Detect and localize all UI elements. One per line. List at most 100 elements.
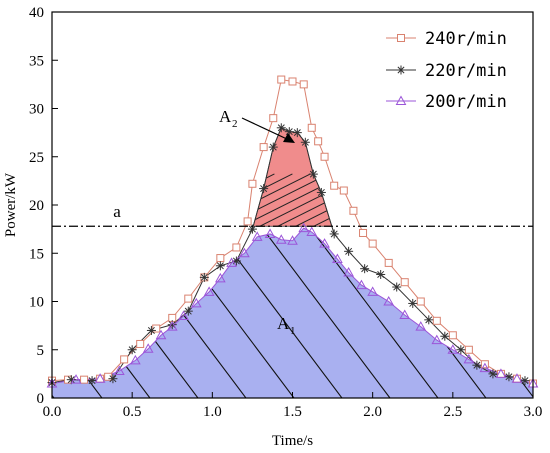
hatch-line [52, 228, 181, 398]
data-point [479, 362, 491, 373]
data-point [511, 373, 523, 383]
data-point [330, 181, 339, 190]
data-point [268, 142, 278, 152]
data-point [320, 152, 329, 161]
data-point [332, 253, 343, 264]
data-point [70, 374, 82, 384]
x-tick-label: 3.0 [524, 404, 543, 420]
hatch-line [253, 173, 257, 227]
hatch-line [406, 174, 526, 234]
axes [51, 11, 534, 399]
hatch-line [253, 173, 329, 227]
data-point [248, 179, 257, 188]
data-point [66, 375, 76, 385]
data-point [259, 184, 269, 194]
data-point [504, 372, 514, 382]
data-point [298, 222, 310, 233]
data-point [94, 373, 106, 383]
data-point [448, 331, 457, 340]
hatch-line [496, 174, 550, 234]
data-point [288, 77, 297, 86]
hatch-line [99, 228, 421, 398]
data-point [155, 329, 167, 340]
region-a2-label: A [219, 107, 232, 126]
data-point [80, 375, 89, 384]
data-point [488, 369, 498, 379]
data-point [343, 267, 354, 277]
y-tick-label: 30 [29, 102, 44, 118]
hatch-line [52, 228, 277, 398]
data-point [339, 186, 348, 195]
data-point [456, 345, 466, 355]
threshold-label: a [113, 202, 121, 221]
data-point [307, 123, 316, 132]
legend-label-2: 200r/min [425, 92, 507, 112]
data-point [259, 143, 268, 152]
x-tick-label: 1.5 [283, 404, 302, 420]
legend-marker-1 [396, 65, 406, 75]
data-point [408, 298, 418, 308]
data-point [392, 282, 402, 292]
hatch-line [253, 173, 293, 227]
data-point [360, 264, 370, 274]
hatch-line [253, 173, 332, 227]
data-point [183, 306, 193, 316]
data-point [130, 354, 141, 365]
data-point [251, 231, 263, 241]
data-point [440, 331, 450, 341]
data-point [367, 286, 379, 296]
x-tick-label: 2.5 [443, 404, 462, 420]
data-point [300, 137, 310, 147]
data-point [399, 309, 411, 320]
data-point [87, 376, 97, 386]
data-point [415, 321, 427, 331]
hatch-a2 [253, 173, 550, 234]
legend-marker-2 [395, 95, 407, 105]
legend-label-0: 240r/min [425, 29, 507, 49]
data-point [432, 316, 441, 325]
x-tick-label: 0.0 [43, 404, 62, 420]
data-point [214, 272, 226, 283]
x-tick-label: 0.5 [123, 404, 142, 420]
region-a2-subscript: 2 [232, 118, 238, 130]
hatch-line [298, 173, 332, 227]
data-point [108, 374, 118, 384]
hatch-line [334, 174, 454, 234]
data-point [316, 187, 326, 197]
data-point [463, 353, 475, 364]
hatch-line [253, 173, 311, 227]
hatch-line [147, 228, 469, 398]
data-point [416, 297, 425, 306]
y-tick-label: 25 [29, 150, 44, 166]
data-point [166, 321, 178, 331]
data-point [308, 169, 318, 179]
y-axis-title: Power/kW [3, 172, 19, 237]
y-tick-label: 40 [29, 5, 44, 21]
data-point [287, 235, 298, 245]
series-line-2 [51, 227, 534, 385]
data-point [120, 355, 129, 364]
hatch-line [370, 174, 490, 234]
y-tick-label: 35 [29, 53, 44, 69]
hatch-line [280, 173, 332, 227]
data-point [464, 345, 473, 354]
hatch-line [388, 174, 508, 234]
data-point [275, 234, 287, 244]
markers-layer [46, 75, 539, 388]
legend-label-1: 220r/min [425, 61, 507, 81]
hatch-line [52, 228, 325, 398]
data-point [384, 258, 393, 267]
data-point [239, 247, 250, 258]
data-point [178, 310, 189, 320]
data-point [376, 269, 386, 279]
annotations: aA 2A 1 [113, 107, 295, 337]
data-point [431, 334, 443, 345]
data-point [276, 123, 286, 133]
data-point [142, 343, 154, 353]
data-point [184, 294, 193, 303]
data-point [314, 137, 323, 146]
hatch-line [531, 228, 533, 398]
data-point [269, 114, 278, 123]
region-a1 [52, 228, 533, 398]
